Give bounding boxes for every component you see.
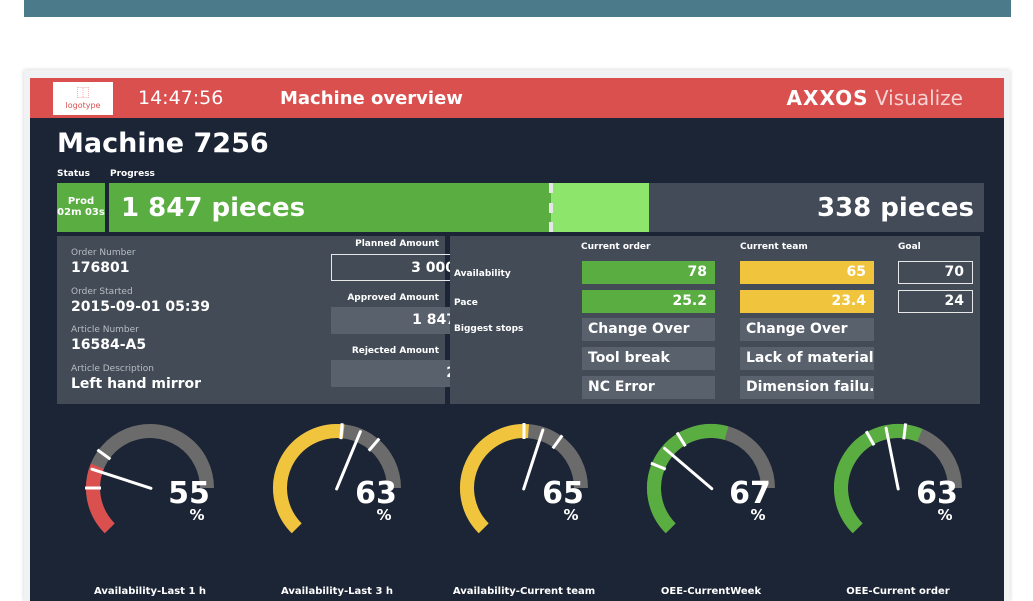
progress-label: Progress <box>110 169 155 179</box>
order-number-value: 176801 <box>71 260 130 276</box>
approved-amount-value: 1 847 <box>331 307 464 334</box>
order-number-label: Order Number <box>71 248 136 258</box>
gauge-needle <box>335 430 362 491</box>
progress-fill <box>109 183 551 232</box>
progress-fill-current <box>551 183 649 232</box>
top-banner <box>24 0 1011 17</box>
gauge-fill <box>273 424 345 534</box>
gauge-2: 65% <box>460 423 588 534</box>
gauge-label-4: OEE-Current order <box>846 586 950 597</box>
gauge-1: 63% <box>273 423 401 534</box>
stop-team-2: Lack of material <box>740 347 874 370</box>
dashboard-screen: ⿰ logotype 14:47:56 Machine overview AXX… <box>30 78 1004 601</box>
gauge-marker <box>367 437 381 452</box>
gauge-0: 55% <box>85 424 214 534</box>
progress-tick-mid <box>549 203 553 213</box>
stop-team-1: Change Over <box>740 318 874 341</box>
gauge-fill <box>647 424 729 534</box>
status-time: 02m 03s <box>57 207 105 218</box>
gauge-value: 63 <box>355 476 397 511</box>
progress-done: 1 847 pieces <box>121 193 306 223</box>
gauge-unit: % <box>376 506 391 524</box>
progress-tick-bottom <box>549 222 553 232</box>
col-goal: Goal <box>898 242 921 252</box>
gauge-marker <box>96 448 112 461</box>
gauge-label-2: Availability-Current team <box>452 586 596 597</box>
header-bar: ⿰ logotype 14:47:56 Machine overview AXX… <box>30 78 1004 118</box>
brand-bold: AXXOS <box>786 86 869 110</box>
planned-amount-value: 3 000 <box>331 254 464 281</box>
gauge-3: 67% <box>647 424 775 534</box>
pace-goal: 24 <box>898 290 973 313</box>
gauge-fill <box>86 463 115 534</box>
clock: 14:47:56 <box>138 87 224 109</box>
gauge-needle <box>90 467 153 490</box>
gauge-value: 55 <box>168 476 210 511</box>
page-title: Machine overview <box>280 88 463 109</box>
availability-team-bar: 65 <box>740 261 874 284</box>
status-label: Status <box>57 169 90 179</box>
stop-team-3: Dimension failu.. <box>740 376 874 399</box>
gauge-marker <box>551 434 564 450</box>
row-availability: Availability <box>454 269 511 279</box>
brand-light: Visualize <box>874 86 963 110</box>
progress-bar: 1 847 pieces 338 pieces <box>109 183 984 232</box>
progress-tick-top <box>549 183 553 193</box>
article-number-label: Article Number <box>71 325 139 335</box>
gauge-fill <box>460 424 530 534</box>
logotype: ⿰ logotype <box>53 82 113 115</box>
gauge-label-1: Availability-Last 3 h <box>280 586 394 597</box>
gauge-label-3: OEE-CurrentWeek <box>660 586 762 597</box>
gauge-marker <box>675 431 687 448</box>
col-current-team: Current team <box>740 242 808 252</box>
gauge-unit: % <box>937 506 952 524</box>
stop-order-1: Change Over <box>582 318 715 341</box>
gauge-fill <box>834 424 923 534</box>
pace-order-bar: 25.2 <box>582 290 715 313</box>
rejected-amount-label: Rejected Amount <box>351 346 439 356</box>
order-panel: Order Number 176801 Order Started 2015-0… <box>57 236 464 404</box>
gauge-marker <box>864 430 876 446</box>
order-started-label: Order Started <box>71 287 133 297</box>
status-badge: Prod 02m 03s <box>57 183 105 232</box>
rejected-amount-value: 2 <box>331 360 464 387</box>
machine-title: Machine 7256 <box>57 128 269 159</box>
col-current-order: Current order <box>581 242 651 252</box>
availability-order-bar: 78 <box>582 261 715 284</box>
gauge-marker <box>650 461 667 471</box>
article-description-label: Article Description <box>71 364 154 374</box>
status-value: Prod <box>67 196 95 207</box>
stop-order-2: Tool break <box>582 347 715 370</box>
gauge-needle <box>663 446 714 491</box>
gauge-value: 67 <box>729 476 771 511</box>
article-number-value: 16584-A5 <box>71 337 147 353</box>
gauge-label-0: Availability-Last 1 h <box>93 586 207 597</box>
gauge-marker <box>902 423 908 440</box>
brand: AXXOS Visualize <box>787 86 963 110</box>
logo-mark-icon: ⿰ <box>76 86 89 100</box>
availability-goal: 70 <box>898 261 973 284</box>
planned-amount-label: Planned Amount <box>355 239 439 249</box>
logo-text: logotype <box>65 101 101 110</box>
row-biggest-stops: Biggest stops <box>454 324 524 334</box>
gauge-value: 65 <box>542 476 584 511</box>
gauge-needle <box>884 426 900 491</box>
approved-amount-label: Approved Amount <box>347 293 439 303</box>
gauge-marker <box>339 423 344 440</box>
gauge-unit: % <box>563 506 578 524</box>
gauge-value: 63 <box>916 476 958 511</box>
pace-team-bar: 23.4 <box>740 290 874 313</box>
order-started-value: 2015-09-01 05:39 <box>71 299 210 315</box>
gauge-needle <box>522 428 545 491</box>
gauge-unit: % <box>189 506 204 524</box>
kpi-panel: Current order Current team Goal Availabi… <box>450 236 980 404</box>
article-description-value: Left hand mirror <box>71 376 202 392</box>
gauge-unit: % <box>750 506 765 524</box>
stop-order-3: NC Error <box>582 376 715 399</box>
progress-remaining: 338 pieces <box>816 193 974 223</box>
row-pace: Pace <box>454 298 478 308</box>
gauge-4: 63% <box>834 423 962 534</box>
